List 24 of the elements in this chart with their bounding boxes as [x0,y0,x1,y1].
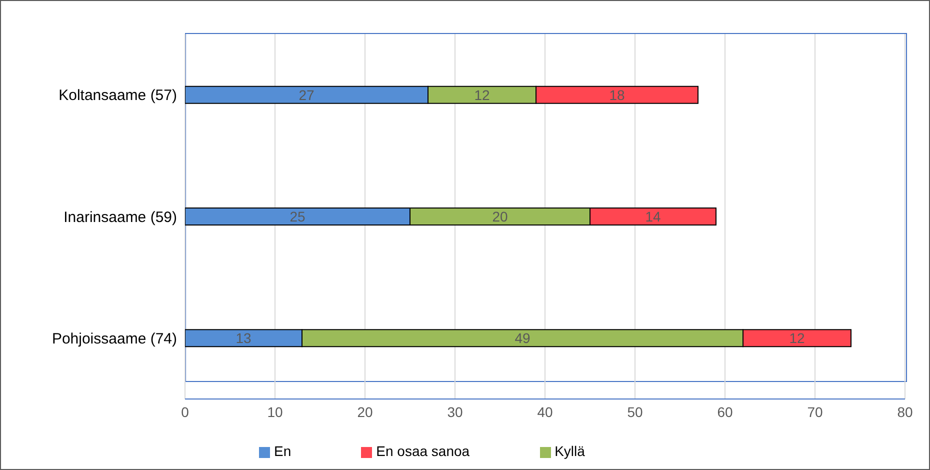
data-label: 12 [789,330,805,346]
legend-label: En [274,443,292,459]
data-label: 20 [492,208,508,224]
x-tick-label: 10 [267,404,283,420]
data-label: 18 [609,86,625,103]
data-label: 13 [236,330,252,346]
x-tick-label: 50 [627,404,643,420]
y-tick-label: Koltansaame (57) [58,87,177,104]
legend-label: En osaa sanoa [376,443,470,459]
legend-label: Kyllä [554,443,585,459]
x-tick-label: 20 [357,404,373,420]
y-tick-label: Inarinsaame (59) [64,208,177,226]
data-label: 14 [645,208,661,224]
x-tick-label: 80 [897,404,913,420]
y-tick-label: Pohjoissaame (74) [52,330,178,348]
data-label: 49 [514,330,530,346]
x-tick-label: 70 [807,404,823,420]
x-tick-label: 40 [537,404,553,420]
data-label: 12 [474,86,490,103]
x-tick-label: 0 [181,404,190,420]
data-label: 27 [298,86,314,103]
data-label: 25 [290,208,306,224]
x-tick-label: 30 [447,404,463,420]
x-tick-label: 60 [717,404,733,420]
